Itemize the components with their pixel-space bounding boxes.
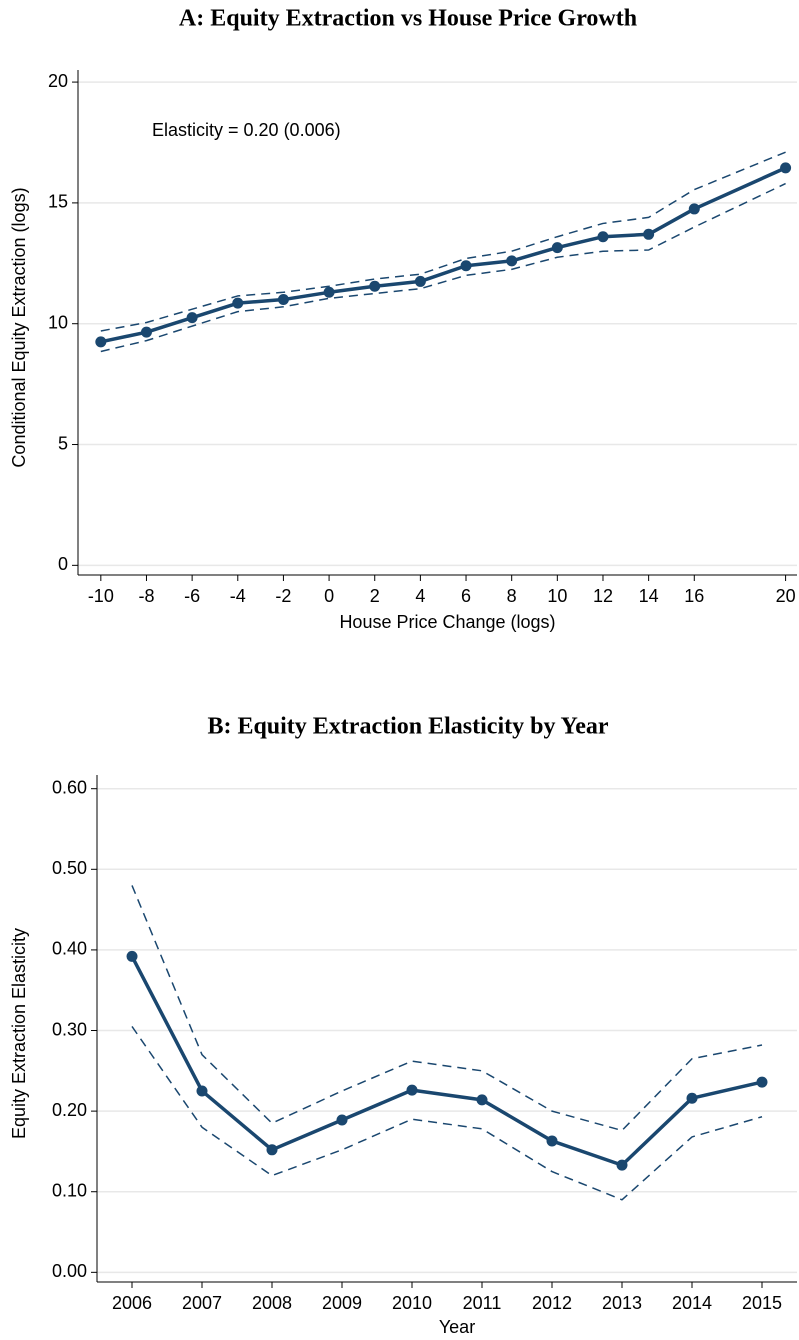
y-tick-label: 0.30 [52, 1019, 87, 1039]
y-tick-label: 20 [48, 71, 68, 91]
y-tick-label: 0.50 [52, 858, 87, 878]
point [369, 280, 381, 292]
x-axis-label: House Price Change (logs) [339, 612, 555, 632]
x-tick-label: 2015 [742, 1293, 782, 1313]
x-tick-label: 2009 [322, 1293, 362, 1313]
x-tick-label: 10 [547, 586, 567, 606]
point [277, 294, 289, 306]
x-tick-label: 2 [370, 586, 380, 606]
point [686, 1092, 698, 1104]
x-tick-label: 12 [593, 586, 613, 606]
y-axis-label: Conditional Equity Extraction (logs) [9, 187, 29, 467]
x-tick-label: -6 [184, 586, 200, 606]
x-tick-label: 4 [415, 586, 425, 606]
chart-title: B: Equity Extraction Elasticity by Year [207, 714, 608, 740]
point [616, 1159, 628, 1171]
x-tick-label: 6 [461, 586, 471, 606]
point [196, 1085, 208, 1097]
point [406, 1084, 418, 1096]
point [95, 336, 107, 348]
point [756, 1076, 768, 1088]
y-tick-label: 0.40 [52, 939, 87, 959]
chart-title: A: Equity Extraction vs House Price Grow… [179, 6, 637, 32]
x-tick-label: 2014 [672, 1293, 712, 1313]
x-tick-label: 16 [684, 586, 704, 606]
x-tick-label: 2008 [252, 1293, 292, 1313]
point [232, 297, 244, 309]
y-tick-label: 5 [58, 433, 68, 453]
x-tick-label: 0 [324, 586, 334, 606]
point [506, 255, 518, 267]
band-line [131, 1026, 763, 1201]
x-tick-label: 14 [639, 586, 659, 606]
x-tick-label: -10 [88, 586, 114, 606]
y-tick-label: 0.60 [52, 777, 87, 797]
x-tick-label: 20 [776, 586, 796, 606]
estimate-line [100, 166, 787, 344]
point [266, 1144, 278, 1156]
point [643, 228, 655, 240]
point [551, 242, 563, 254]
point [126, 950, 138, 962]
band-line [100, 182, 786, 353]
point [688, 203, 700, 215]
y-tick-label: 0 [58, 554, 68, 574]
point [546, 1135, 558, 1147]
point [780, 162, 792, 174]
x-axis-label: Year [439, 1317, 475, 1337]
y-tick-label: 10 [48, 312, 68, 332]
point [597, 231, 609, 243]
x-tick-label: 2010 [392, 1293, 432, 1313]
point [460, 260, 472, 272]
x-tick-label: 2013 [602, 1293, 642, 1313]
y-tick-label: 15 [48, 192, 68, 212]
y-axis-label: Equity Extraction Elasticity [9, 928, 29, 1139]
x-tick-label: 2006 [112, 1293, 152, 1313]
point [414, 275, 426, 287]
x-tick-label: 2011 [463, 1293, 502, 1313]
x-tick-label: -8 [138, 586, 154, 606]
x-tick-label: 8 [507, 586, 517, 606]
y-tick-label: 0.10 [52, 1180, 87, 1200]
x-tick-label: 2007 [182, 1293, 222, 1313]
point [140, 326, 152, 338]
point [476, 1094, 488, 1106]
band-line [131, 885, 763, 1132]
annotation: Elasticity = 0.20 (0.006) [152, 120, 341, 140]
y-tick-label: 0.00 [52, 1261, 87, 1281]
point [323, 286, 335, 298]
point [336, 1114, 348, 1126]
band-line [100, 151, 786, 332]
point [186, 312, 198, 324]
estimate-line [130, 955, 763, 1167]
x-tick-label: 2012 [532, 1293, 572, 1313]
y-tick-label: 0.20 [52, 1100, 87, 1120]
x-tick-label: -2 [275, 586, 291, 606]
x-tick-label: -4 [230, 586, 246, 606]
